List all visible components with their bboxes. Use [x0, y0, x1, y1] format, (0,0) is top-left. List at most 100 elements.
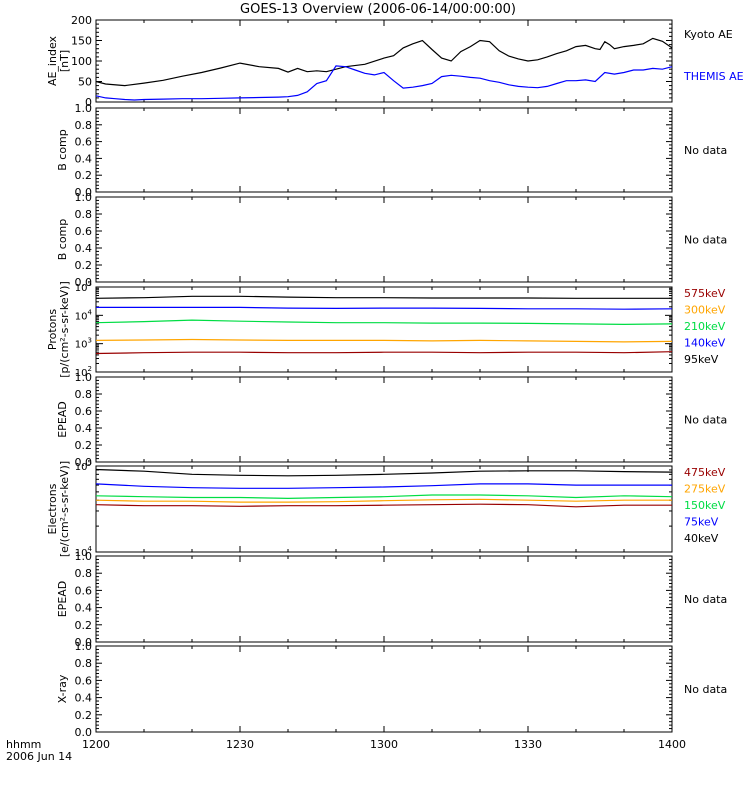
series-line-themis-ae	[95, 65, 673, 101]
y-tick-label: 0.4	[75, 242, 93, 255]
y-axis-label: [e/(cm²-s-sr-keV)]	[58, 461, 71, 557]
y-tick-label: 104	[75, 308, 93, 322]
y-tick-label: 0.6	[75, 674, 93, 687]
legend-label: 300keV	[684, 304, 726, 317]
y-tick-label: 0.0	[75, 726, 93, 739]
no-data-label: No data	[684, 234, 727, 247]
y-tick-label: 0	[85, 96, 92, 109]
no-data-label: No data	[684, 144, 727, 157]
panel-ae: 0 50 100 150 200 AE_index [nT] Kyoto AE THEMIS A…	[46, 14, 744, 109]
panel-bcomp2: 0.0 0.2 0.4 0.6 0.8 1.0 B comp No data	[56, 191, 727, 289]
series-line-95kev	[95, 295, 672, 299]
panel-frame	[95, 107, 673, 193]
legend-label: 475keV	[684, 466, 726, 479]
time-tick-label: 1230	[226, 738, 254, 751]
time-tick-label: 1330	[514, 738, 542, 751]
y-tick-label: 150	[71, 35, 92, 48]
y-tick-label: 0.8	[75, 567, 93, 580]
y-tick-label: 0.6	[75, 584, 93, 597]
y-tick-label: 103	[75, 337, 92, 351]
y-tick-label: 105	[75, 459, 92, 473]
y-tick-label: 0.4	[75, 692, 93, 705]
panel-frame	[95, 286, 673, 373]
series-line-275kev	[95, 498, 672, 503]
series-line-40kev	[95, 468, 673, 477]
y-axis-label: [nT]	[58, 50, 71, 72]
y-tick-label: 1.0	[75, 640, 93, 653]
y-axis-label: EPEAD	[56, 401, 69, 438]
no-data-label: No data	[684, 414, 727, 427]
y-axis-label: [p/(cm²-s-sr-keV)]	[58, 281, 71, 378]
panel-epead1: 0.0 0.2 0.4 0.6 0.8 1.0 EPEAD No data	[56, 371, 727, 469]
y-tick-label: 0.2	[75, 709, 93, 722]
series-line-kyoto-ae	[95, 37, 673, 87]
y-axis-label: Electrons	[46, 483, 59, 534]
y-tick-label: 0.0	[75, 276, 93, 289]
y-tick-label: 0.4	[75, 602, 93, 615]
y-axis-label: AE_index	[46, 35, 59, 86]
y-tick-label: 0.2	[75, 169, 93, 182]
legend-label: 95keV	[684, 353, 719, 366]
legend-label: 275keV	[684, 483, 726, 496]
panel-frame	[95, 555, 673, 643]
y-tick-label: 0.4	[75, 422, 93, 435]
y-tick-label: 0.6	[75, 225, 93, 238]
legend-label: 75keV	[684, 516, 719, 529]
series-line-150kev	[95, 494, 673, 500]
y-tick-label: 0.2	[75, 439, 93, 452]
legend-label: THEMIS AE	[683, 70, 744, 83]
y-tick-label: 0.8	[75, 208, 93, 221]
y-tick-label: 1.0	[75, 550, 93, 563]
y-tick-label: 0.2	[75, 259, 93, 272]
time-axis-corner-label-date: 2006 Jun 14	[6, 750, 72, 763]
legend-label: 150keV	[684, 499, 726, 512]
panel-protons: 102 103 104 105 Protons [p/(cm²-s-sr-keV)] 575…	[46, 280, 726, 379]
y-tick-label: 0.2	[75, 619, 93, 632]
y-tick-label: 0.6	[75, 136, 93, 149]
y-tick-label: 102	[75, 365, 92, 379]
figure-title: GOES-13 Overview (2006-06-14/00:00:00)	[240, 2, 516, 17]
y-tick-label: 0.0	[75, 186, 93, 199]
legend-label: Kyoto AE	[684, 28, 733, 41]
series-line-140kev	[96, 306, 673, 310]
legend-label: 40keV	[684, 532, 719, 545]
series-line-575kev	[95, 351, 673, 355]
series-line-300kev	[95, 338, 673, 343]
no-data-label: No data	[684, 683, 727, 696]
time-axis-corner-label-hhmm: hhmm	[6, 738, 41, 751]
panel-frame	[95, 196, 673, 283]
panel-xray: 0.0 0.2 0.4 0.6 0.8 1.0 X-ray No data 1200 1230 13…	[56, 640, 727, 751]
y-tick-label: 1.0	[75, 191, 93, 204]
time-tick-label: 1300	[370, 738, 398, 751]
y-axis-label: X-ray	[56, 674, 69, 703]
time-tick-label: 1200	[82, 738, 110, 751]
panel-electrons: 104 105 Electrons [e/(cm²-s-sr-keV)] 475keV 2…	[46, 459, 726, 559]
y-tick-label: 0.0	[75, 636, 93, 649]
y-tick-label: 105	[75, 280, 92, 294]
y-tick-label: 100	[71, 55, 92, 68]
y-tick-label: 200	[71, 14, 92, 27]
series-line-210kev	[95, 319, 673, 326]
series-line-475kev	[95, 503, 672, 508]
no-data-label: No data	[684, 593, 727, 606]
y-tick-label: 50	[78, 76, 92, 89]
y-tick-label: 0.4	[75, 152, 93, 165]
y-tick-label: 0.0	[75, 456, 93, 469]
panel-frame	[95, 645, 673, 733]
y-axis-label: Protons	[46, 309, 59, 350]
y-axis-label: B comp	[56, 129, 69, 171]
panel-frame	[95, 376, 673, 463]
y-tick-label: 1.0	[75, 102, 93, 115]
panel-epead2: 0.0 0.2 0.4 0.6 0.8 1.0 EPEAD No data	[56, 550, 727, 649]
y-tick-label: 0.8	[75, 119, 93, 132]
y-tick-label: 1.0	[75, 371, 93, 384]
y-tick-label: 104	[75, 545, 93, 559]
y-tick-label: 0.8	[75, 657, 93, 670]
legend-label: 575keV	[684, 287, 726, 300]
y-axis-label: EPEAD	[56, 581, 69, 618]
panel-frame	[95, 19, 673, 103]
time-tick-label: 1400	[658, 738, 686, 751]
y-tick-label: 0.6	[75, 405, 93, 418]
y-tick-label: 0.8	[75, 388, 93, 401]
